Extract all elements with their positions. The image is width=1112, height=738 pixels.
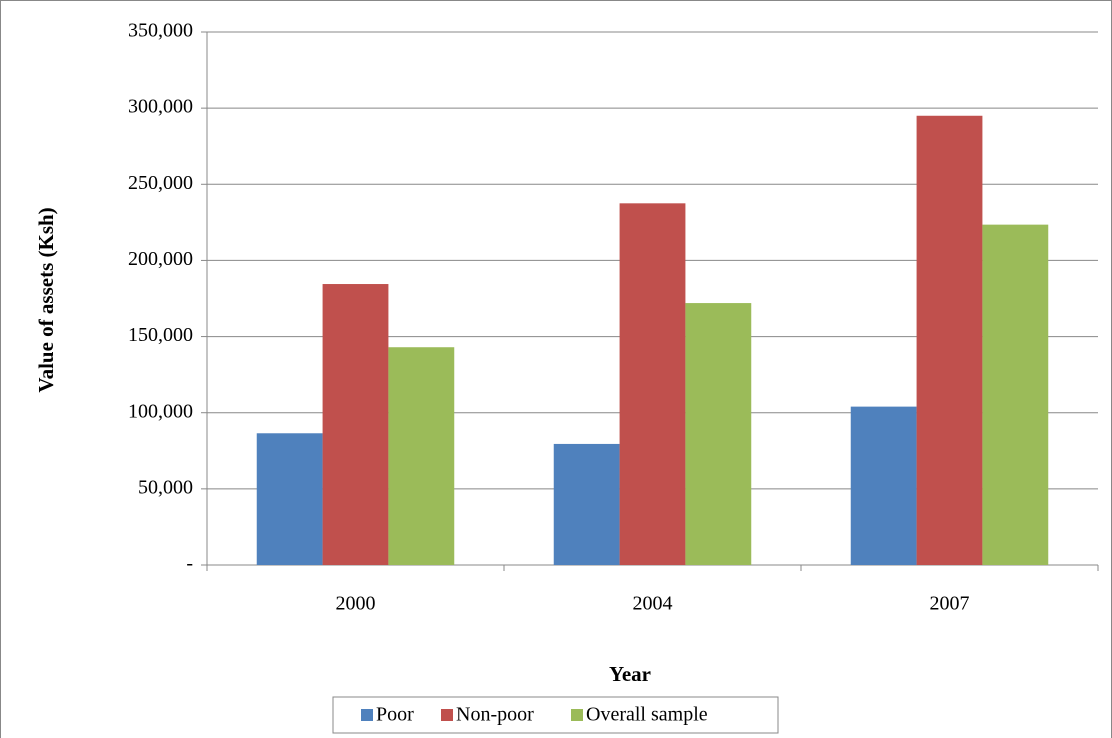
legend-box xyxy=(332,696,779,734)
bar xyxy=(553,443,620,565)
legend-label: Overall sample xyxy=(586,704,708,726)
bar xyxy=(916,115,983,565)
legend-label: Non-poor xyxy=(456,704,534,726)
legend-swatch xyxy=(571,709,583,721)
y-tick-label: 50,000 xyxy=(138,476,193,498)
bar xyxy=(322,284,389,565)
x-tick-label: 2000 xyxy=(336,593,376,615)
y-tick-label: 250,000 xyxy=(128,172,193,194)
bar xyxy=(619,203,686,566)
legend-swatch xyxy=(361,709,373,721)
bar xyxy=(256,433,323,565)
y-tick-label: 100,000 xyxy=(128,400,193,422)
y-tick-label: 200,000 xyxy=(128,248,193,270)
y-tick-label: 150,000 xyxy=(128,324,193,346)
legend-swatch xyxy=(441,709,453,721)
x-tick-label: 2004 xyxy=(633,593,673,615)
y-tick-label: 300,000 xyxy=(128,96,193,118)
y-axis-title: Value of assets (Ksh) xyxy=(34,207,58,392)
bar xyxy=(850,406,917,565)
bar xyxy=(982,224,1049,566)
legend-label: Poor xyxy=(376,704,414,726)
bar xyxy=(388,347,455,565)
bar xyxy=(685,303,752,565)
x-axis-title: Year xyxy=(609,662,651,686)
y-tick-label: 350,000 xyxy=(128,20,193,42)
x-tick-label: 2007 xyxy=(930,593,970,615)
y-tick-label: - xyxy=(186,553,193,575)
